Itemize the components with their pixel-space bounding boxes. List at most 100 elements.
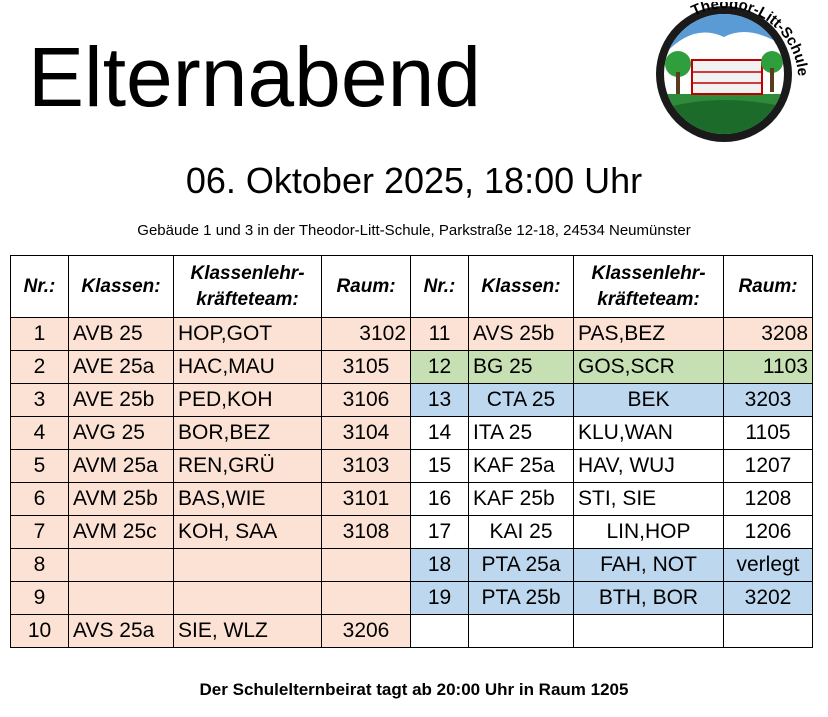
table-cell: 10 <box>10 614 69 648</box>
table-cell: 1 <box>10 317 69 351</box>
table-cell: LIN,HOP <box>573 515 724 549</box>
table-cell: 19 <box>410 581 469 615</box>
table-row: 10 AVS 25a SIE, WLZ 3206 <box>10 614 813 648</box>
column-header: Klassenlehr- kräfteteam: <box>573 255 724 318</box>
header-row: Nr.: Klassen: Klassenlehr- kräfteteam: Raum… <box>10 255 813 318</box>
table-cell: 3203 <box>723 383 813 417</box>
table-cell: PED,KOH <box>173 383 322 417</box>
table-row: 4 AVG 25 BOR,BEZ 3104 14 ITA 25 KLU,WAN 1105 <box>10 416 813 450</box>
table-cell: 15 <box>410 449 469 483</box>
table-cell: 14 <box>410 416 469 450</box>
table-cell: 17 <box>410 515 469 549</box>
table-cell: BOR,BEZ <box>173 416 322 450</box>
table-cell <box>173 581 322 615</box>
table-cell: 5 <box>10 449 69 483</box>
table-cell: 2 <box>10 350 69 384</box>
table-row: 2 AVE 25a HAC,MAU 3105 12 BG 25 GOS,SCR 1103 <box>10 350 813 384</box>
table-cell: 1206 <box>723 515 813 549</box>
column-header: Klassen: <box>468 255 574 318</box>
table-cell: SIE, WLZ <box>173 614 322 648</box>
table-cell: KAF 25b <box>468 482 574 516</box>
address: Gebäude 1 und 3 in der Theodor-Litt-Schu… <box>137 222 691 239</box>
table-cell: 3101 <box>321 482 411 516</box>
table-cell: ITA 25 <box>468 416 574 450</box>
table-cell: 1207 <box>723 449 813 483</box>
table-cell: HOP,GOT <box>173 317 322 351</box>
title: Elternabend <box>28 30 482 124</box>
column-header: Raum: <box>321 255 411 318</box>
table-cell: 3104 <box>321 416 411 450</box>
table-cell: REN,GRÜ <box>173 449 322 483</box>
table-cell <box>173 548 322 582</box>
table-cell: 3105 <box>321 350 411 384</box>
table-cell: 1105 <box>723 416 813 450</box>
table-cell: HAV, WUJ <box>573 449 724 483</box>
table-cell: STI, SIE <box>573 482 724 516</box>
table-cell: 3108 <box>321 515 411 549</box>
school-logo: Theodor-Litt-Schule <box>656 2 811 142</box>
table-cell: 11 <box>410 317 469 351</box>
table-cell: AVE 25b <box>68 383 174 417</box>
table-cell <box>468 614 574 648</box>
table-cell: CTA 25 <box>468 383 574 417</box>
table-cell: AVS 25b <box>468 317 574 351</box>
table-cell: BAS,WIE <box>173 482 322 516</box>
table-row: 5 AVM 25a REN,GRÜ 3103 15 KAF 25a HAV, WUJ 1207 <box>10 449 813 483</box>
table-cell: BTH, BOR <box>573 581 724 615</box>
table-cell: 3106 <box>321 383 411 417</box>
table-cell: AVM 25c <box>68 515 174 549</box>
table-cell: 7 <box>10 515 69 549</box>
table-cell: 18 <box>410 548 469 582</box>
table-cell: KAI 25 <box>468 515 574 549</box>
column-header: Nr.: <box>410 255 469 318</box>
column-header: Klassen: <box>68 255 174 318</box>
table-cell: 3102 <box>321 317 411 351</box>
table-cell: 1103 <box>723 350 813 384</box>
table-cell: 13 <box>410 383 469 417</box>
table-cell: AVM 25a <box>68 449 174 483</box>
class-table: Nr.: Klassen: Klassenlehr- kräfteteam: Raum… <box>10 255 813 648</box>
table-cell: KOH, SAA <box>173 515 322 549</box>
table-cell: AVM 25b <box>68 482 174 516</box>
date: 06. Oktober 2025, 18:00 Uhr <box>185 160 643 201</box>
table-cell <box>321 548 411 582</box>
table-cell <box>321 581 411 615</box>
table-cell: 12 <box>410 350 469 384</box>
table-cell: 1208 <box>723 482 813 516</box>
table-cell: 3208 <box>723 317 813 351</box>
table-row: 8 18 PTA 25a FAH, NOT verlegt <box>10 548 813 582</box>
table-cell: AVG 25 <box>68 416 174 450</box>
table-cell: verlegt <box>723 548 813 582</box>
table-cell: 4 <box>10 416 69 450</box>
column-header: Raum: <box>723 255 813 318</box>
table-cell: BEK <box>573 383 724 417</box>
footer-note: Der Schulelternbeirat tagt ab 20:00 Uhr … <box>199 680 629 699</box>
table-cell: PTA 25b <box>468 581 574 615</box>
table-cell: 3103 <box>321 449 411 483</box>
table-row: 9 19 PTA 25b BTH, BOR 3202 <box>10 581 813 615</box>
table-cell: PTA 25a <box>468 548 574 582</box>
table-row: 3 AVE 25b PED,KOH 3106 13 CTA 25 BEK 3203 <box>10 383 813 417</box>
table-cell: 16 <box>410 482 469 516</box>
table-row: 7 AVM 25c KOH, SAA 3108 17 KAI 25 LIN,HOP 1206 <box>10 515 813 549</box>
table-cell: BG 25 <box>468 350 574 384</box>
table-cell: 3206 <box>321 614 411 648</box>
table-cell <box>410 614 469 648</box>
table-cell: PAS,BEZ <box>573 317 724 351</box>
table-cell: AVE 25a <box>68 350 174 384</box>
table-cell: 8 <box>10 548 69 582</box>
table-cell <box>68 581 174 615</box>
table-cell <box>573 614 724 648</box>
table-row: 6 AVM 25b BAS,WIE 3101 16 KAF 25b STI, SIE 1208 <box>10 482 813 516</box>
table-cell <box>68 548 174 582</box>
column-header: Klassenlehr- kräfteteam: <box>173 255 322 318</box>
table-body: 1 AVB 25 HOP,GOT 3102 11 AVS 25b PAS,BEZ 3208 2 A… <box>10 317 813 648</box>
table-cell <box>723 614 813 648</box>
table-cell: GOS,SCR <box>573 350 724 384</box>
table-cell: FAH, NOT <box>573 548 724 582</box>
table-cell: AVS 25a <box>68 614 174 648</box>
table-cell: 3 <box>10 383 69 417</box>
table-row: 1 AVB 25 HOP,GOT 3102 11 AVS 25b PAS,BEZ 3208 <box>10 317 813 351</box>
